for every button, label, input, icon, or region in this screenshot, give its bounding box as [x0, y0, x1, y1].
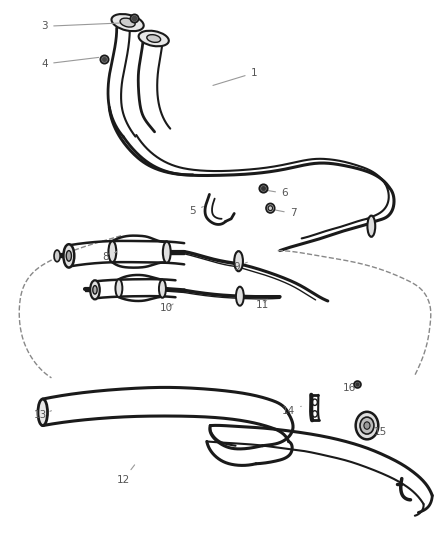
- Text: 9: 9: [233, 262, 247, 271]
- Text: 6: 6: [265, 188, 288, 198]
- Ellipse shape: [367, 216, 375, 237]
- Ellipse shape: [234, 251, 243, 271]
- Ellipse shape: [364, 422, 370, 429]
- Ellipse shape: [356, 412, 378, 439]
- Ellipse shape: [360, 417, 374, 434]
- Text: 1: 1: [213, 68, 257, 85]
- Text: 16: 16: [343, 383, 360, 393]
- Ellipse shape: [109, 241, 116, 262]
- Ellipse shape: [64, 244, 74, 268]
- Ellipse shape: [116, 279, 122, 297]
- Text: 5: 5: [190, 206, 203, 216]
- Text: 11: 11: [256, 300, 269, 310]
- Text: 8: 8: [102, 252, 117, 262]
- Ellipse shape: [268, 206, 272, 211]
- Text: 13: 13: [34, 410, 51, 420]
- Ellipse shape: [120, 18, 135, 27]
- Ellipse shape: [38, 399, 47, 425]
- Ellipse shape: [66, 251, 71, 261]
- Ellipse shape: [93, 286, 97, 294]
- Ellipse shape: [54, 250, 60, 262]
- Ellipse shape: [163, 241, 171, 263]
- Text: 10: 10: [160, 303, 173, 313]
- Text: 15: 15: [369, 427, 387, 437]
- Text: 4: 4: [42, 58, 99, 69]
- Ellipse shape: [138, 31, 169, 46]
- Ellipse shape: [266, 204, 275, 213]
- Ellipse shape: [159, 280, 166, 298]
- Ellipse shape: [147, 35, 161, 42]
- Text: 12: 12: [117, 465, 134, 484]
- Text: 14: 14: [282, 406, 301, 416]
- Text: 7: 7: [274, 208, 296, 219]
- Text: 3: 3: [42, 21, 127, 31]
- Ellipse shape: [90, 280, 100, 300]
- Ellipse shape: [112, 14, 144, 31]
- Ellipse shape: [236, 287, 244, 306]
